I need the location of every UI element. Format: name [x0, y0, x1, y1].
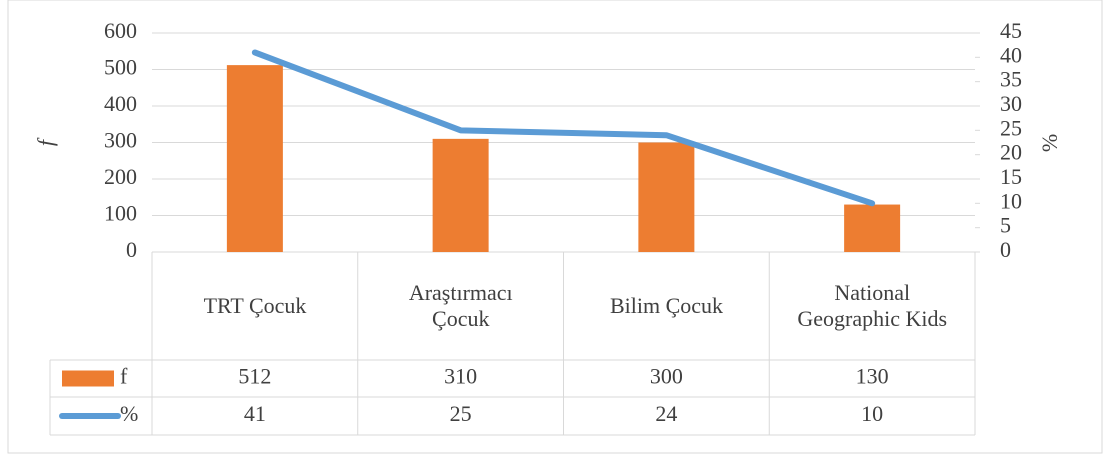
x-tick-label: Araştırmacı Çocuk	[408, 280, 513, 331]
category-cell: TRT Çocuk	[152, 252, 358, 360]
y2-tick-label: 10	[1000, 188, 1022, 213]
y-tick-label: 100	[104, 201, 137, 226]
y-axis-label: f	[33, 137, 58, 146]
table-value: 300	[650, 364, 683, 389]
category-cell: National Geographic Kids	[769, 252, 975, 360]
category-cell: Bilim Çocuk	[564, 252, 770, 360]
line	[251, 49, 876, 207]
y-tick-label: 400	[104, 91, 137, 116]
table-value: 512	[238, 364, 271, 389]
y2-tick-label: 30	[1000, 91, 1022, 116]
table-value: 130	[856, 364, 889, 389]
table-value: 24	[655, 401, 677, 426]
bar	[844, 204, 901, 252]
bar	[638, 142, 695, 252]
y2-axis-label: %	[1037, 134, 1062, 152]
legend-label: %	[120, 401, 138, 426]
legend-label: f	[120, 364, 128, 389]
y-tick-label: 300	[104, 128, 137, 153]
y2-tick-label: 15	[1000, 164, 1022, 189]
legend-swatch	[62, 370, 114, 387]
x-tick-label: TRT Çocuk	[203, 293, 307, 318]
table-value: 25	[450, 401, 472, 426]
table-value: 310	[444, 364, 477, 389]
y2-tick-label: 40	[1000, 42, 1022, 67]
y-tick-label: 200	[104, 164, 137, 189]
x-tick-label: National Geographic Kids	[797, 280, 948, 331]
x-tick-label: Bilim Çocuk	[609, 293, 724, 318]
chart-border	[7, 0, 1103, 454]
y2-tick-label: 0	[1000, 237, 1011, 262]
y2-tick-label: 45	[1000, 18, 1022, 43]
y2-tick-label: 5	[1000, 213, 1011, 238]
category-cell: Araştırmacı Çocuk	[358, 252, 564, 360]
y2-tick-label: 20	[1000, 140, 1022, 165]
y-tick-label: 600	[104, 18, 137, 43]
bar	[432, 138, 489, 252]
y-tick-label: 500	[104, 55, 137, 80]
bar	[226, 65, 283, 253]
table-value: 41	[244, 401, 266, 426]
y-tick-label: 0	[126, 237, 137, 262]
y2-tick-label: 35	[1000, 67, 1022, 92]
table-value: 10	[861, 401, 883, 426]
y2-tick-label: 25	[1000, 115, 1022, 140]
